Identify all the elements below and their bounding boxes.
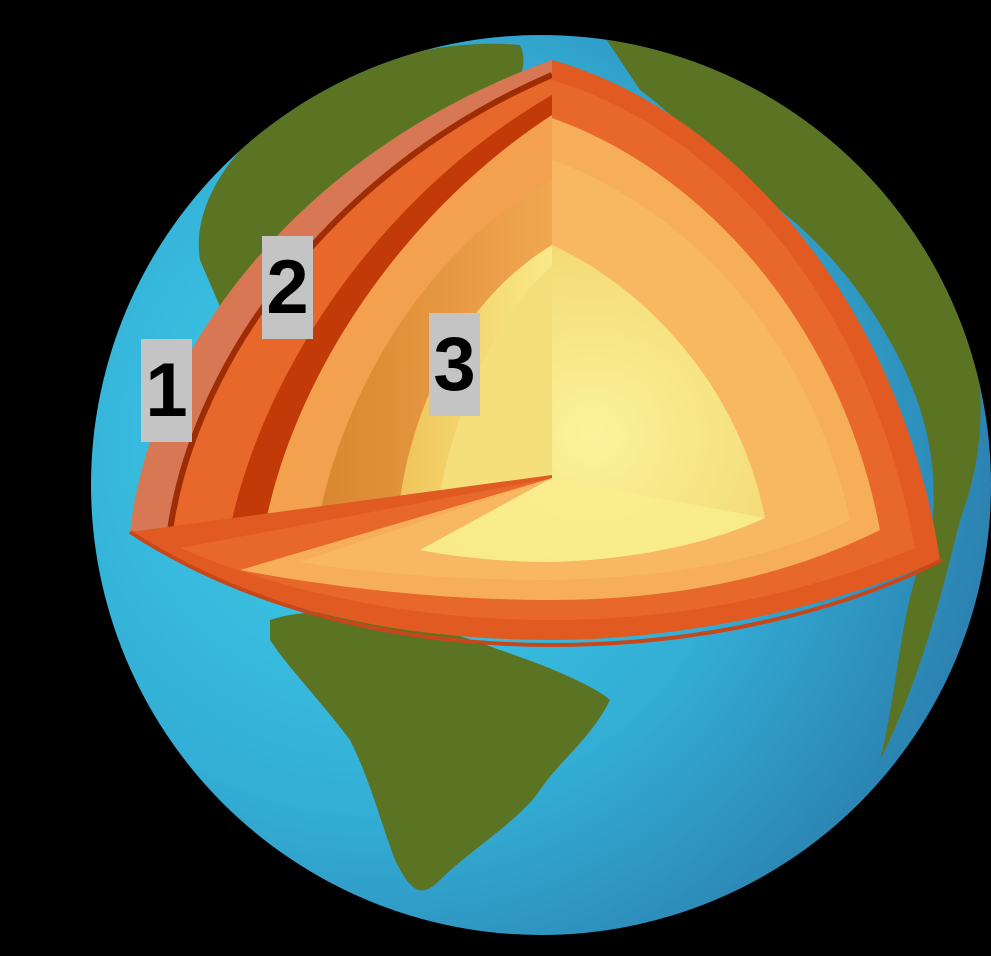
inner-core-face [420,245,765,562]
layer-label-3: 3 [429,313,480,416]
layer-label-1: 1 [141,339,192,442]
south-america [270,611,610,891]
europe-africa [600,35,981,760]
layer-label-2: 2 [262,236,313,339]
